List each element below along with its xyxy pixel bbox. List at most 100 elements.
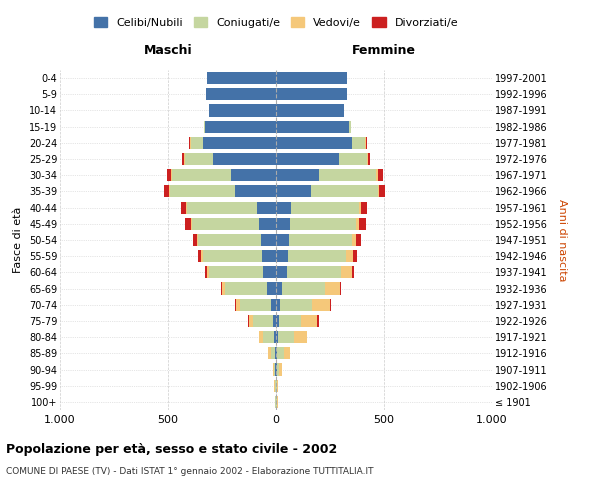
Bar (259, 218, 276, 230)
Bar (230, 169, 276, 181)
Bar (268, 282, 276, 294)
Bar (249, 315, 253, 327)
Bar (235, 186, 276, 198)
Bar (278, 315, 301, 327)
Bar (197, 234, 198, 246)
Bar (222, 282, 225, 294)
Bar (276, 266, 287, 278)
Bar (376, 169, 377, 181)
Bar (312, 298, 329, 311)
Bar (192, 218, 259, 230)
Bar (279, 364, 283, 376)
Bar (276, 169, 319, 181)
Bar (225, 282, 268, 294)
Bar (203, 250, 262, 262)
Bar (340, 282, 341, 294)
Bar (259, 331, 263, 343)
Bar (276, 348, 277, 360)
Bar (280, 298, 312, 311)
Bar (261, 234, 276, 246)
Bar (289, 234, 352, 246)
Bar (263, 331, 274, 343)
Bar (352, 266, 354, 278)
Bar (276, 234, 289, 246)
Bar (319, 169, 376, 181)
Bar (198, 234, 261, 246)
Bar (207, 72, 276, 84)
Bar (277, 380, 278, 392)
Bar (203, 120, 205, 132)
Bar (276, 202, 291, 213)
Text: Femmine: Femmine (352, 44, 416, 57)
Bar (188, 137, 190, 149)
Bar (379, 186, 385, 198)
Bar (241, 298, 271, 311)
Bar (193, 234, 197, 246)
Bar (235, 298, 236, 311)
Bar (325, 282, 340, 294)
Bar (276, 364, 277, 376)
Bar (262, 250, 276, 262)
Bar (349, 120, 350, 132)
Bar (329, 298, 331, 311)
Bar (276, 331, 278, 343)
Bar (170, 186, 235, 198)
Y-axis label: Fasce di età: Fasce di età (13, 207, 23, 273)
Bar (276, 218, 290, 230)
Bar (181, 202, 187, 213)
Bar (275, 348, 276, 360)
Bar (359, 202, 361, 213)
Bar (207, 266, 209, 278)
Bar (164, 186, 169, 198)
Bar (352, 234, 356, 246)
Bar (172, 169, 230, 181)
Bar (359, 218, 365, 230)
Bar (263, 266, 276, 278)
Bar (290, 218, 356, 230)
Bar (191, 218, 192, 230)
Bar (273, 315, 276, 327)
Bar (214, 153, 276, 165)
Bar (187, 202, 257, 213)
Bar (276, 186, 311, 198)
Bar (377, 169, 383, 181)
Bar (365, 137, 367, 149)
Bar (171, 169, 172, 181)
Bar (276, 137, 352, 149)
Bar (276, 104, 344, 117)
Text: Popolazione per età, sesso e stato civile - 2002: Popolazione per età, sesso e stato civil… (6, 442, 337, 456)
Bar (276, 250, 288, 262)
Bar (205, 266, 207, 278)
Bar (368, 153, 370, 165)
Bar (276, 315, 278, 327)
Bar (203, 137, 276, 149)
Bar (182, 153, 184, 165)
Bar (206, 88, 276, 101)
Bar (205, 120, 276, 132)
Bar (361, 202, 367, 213)
Bar (311, 186, 377, 198)
Bar (276, 153, 338, 165)
Bar (352, 137, 365, 149)
Y-axis label: Anni di nascita: Anni di nascita (557, 198, 567, 281)
Bar (202, 250, 203, 262)
Bar (248, 315, 249, 327)
Bar (294, 331, 307, 343)
Bar (276, 298, 280, 311)
Bar (276, 88, 347, 101)
Bar (356, 218, 359, 230)
Bar (274, 364, 275, 376)
Bar (278, 331, 294, 343)
Bar (185, 153, 214, 165)
Bar (338, 153, 367, 165)
Bar (275, 364, 276, 376)
Bar (301, 315, 317, 327)
Bar (253, 315, 273, 327)
Bar (184, 153, 185, 165)
Bar (276, 120, 349, 132)
Bar (287, 266, 341, 278)
Bar (283, 282, 325, 294)
Bar (198, 250, 202, 262)
Bar (221, 282, 222, 294)
Bar (291, 202, 359, 213)
